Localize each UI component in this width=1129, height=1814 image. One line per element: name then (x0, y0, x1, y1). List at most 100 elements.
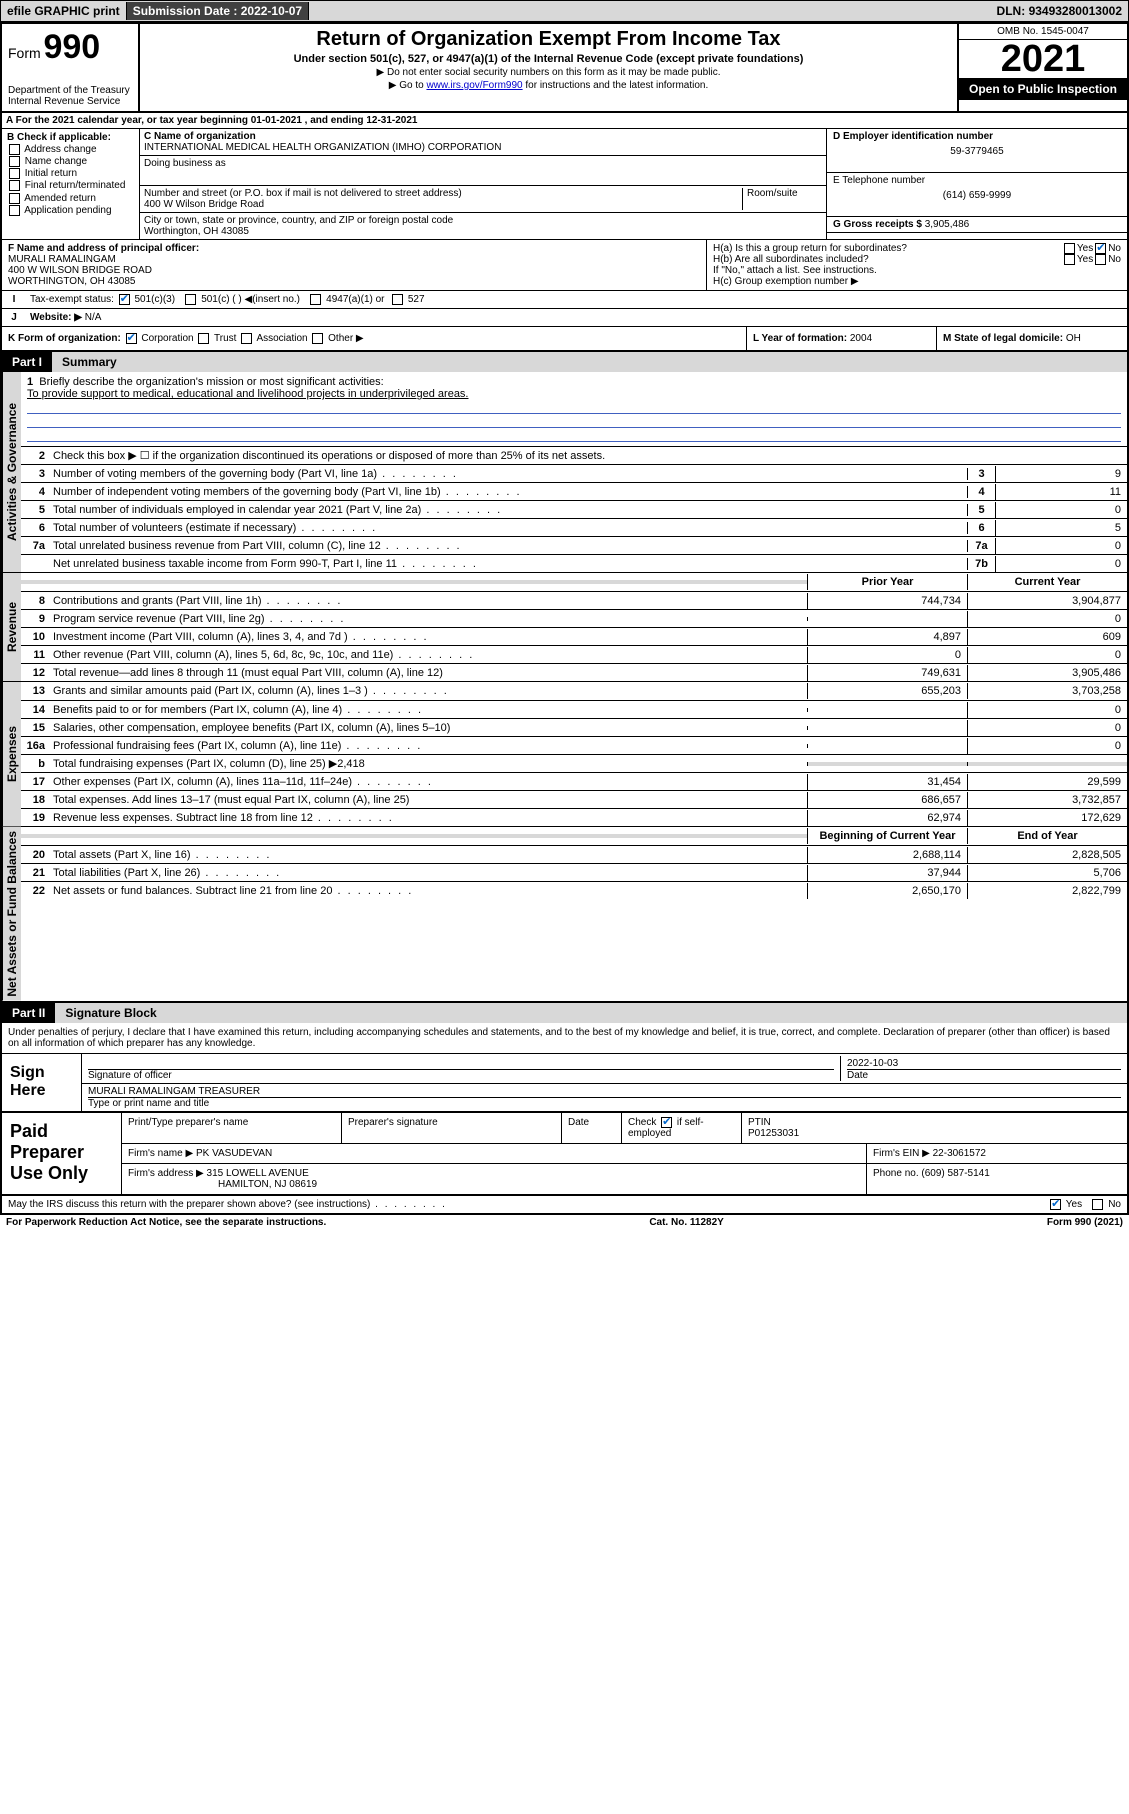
dba-label: Doing business as (144, 158, 822, 169)
phone-label: E Telephone number (833, 175, 1121, 186)
chk-amended-return[interactable]: Amended return (7, 193, 134, 204)
irs-label: Internal Revenue Service (8, 96, 132, 107)
form-ref: Form 990 (2021) (1047, 1217, 1123, 1228)
part2-header: Part II Signature Block (2, 1003, 1127, 1023)
open-to-public: Open to Public Inspection (959, 78, 1127, 100)
vtab-netassets: Net Assets or Fund Balances (2, 827, 21, 1001)
preparer-sig-label: Preparer's signature (342, 1113, 562, 1143)
signature-officer-label: Signature of officer (88, 1070, 834, 1081)
officer-name: MURALI RAMALINGAM TREASURER (88, 1086, 1121, 1097)
hb-yes[interactable] (1064, 254, 1075, 265)
chk-final-return[interactable]: Final return/terminated (7, 180, 134, 191)
phone-value: (614) 659-9999 (833, 190, 1121, 201)
row-f-h: F Name and address of principal officer:… (2, 240, 1127, 291)
chk-initial-return[interactable]: Initial return (7, 168, 134, 179)
paid-preparer-block: Paid Preparer Use Only Print/Type prepar… (2, 1113, 1127, 1196)
row-i-tax-status: I Tax-exempt status: 501(c)(3) 501(c) ( … (2, 291, 1127, 309)
cat-no: Cat. No. 11282Y (649, 1217, 723, 1228)
chk-address-change[interactable]: Address change (7, 144, 134, 155)
form-subtitle-2: ▶ Do not enter social security numbers o… (146, 67, 951, 78)
form-word: Form (8, 45, 41, 61)
submission-date-cell: Submission Date : 2022-10-07 (127, 2, 309, 20)
chk-assoc[interactable] (241, 333, 252, 344)
hb-no[interactable] (1095, 254, 1106, 265)
dept-treasury: Department of the Treasury (8, 85, 132, 96)
signature-date-label: Date (847, 1069, 1121, 1081)
form-number: 990 (43, 28, 100, 66)
part1-header: Part I Summary (2, 352, 1127, 372)
column-d-e-g: D Employer identification number 59-3779… (827, 129, 1127, 239)
tax-year: 2021 (959, 40, 1127, 78)
principal-officer: F Name and address of principal officer:… (2, 240, 707, 290)
vtab-governance: Activities & Governance (2, 372, 21, 572)
chk-527[interactable] (392, 294, 403, 305)
org-name-label: C Name of organization (144, 131, 822, 142)
chk-501c[interactable] (185, 294, 196, 305)
form-title: Return of Organization Exempt From Incom… (146, 28, 951, 51)
ein-label: D Employer identification number (833, 131, 1121, 142)
sign-here-block: Sign Here Signature of officer 2022-10-0… (2, 1054, 1127, 1113)
preparer-name-label: Print/Type preparer's name (122, 1113, 342, 1143)
city-value: Worthington, OH 43085 (144, 226, 822, 237)
street-value: 400 W Wilson Bridge Road (144, 199, 742, 210)
vtab-expenses: Expenses (2, 682, 21, 826)
header-center: Return of Organization Exempt From Incom… (140, 24, 957, 111)
chk-trust[interactable] (198, 333, 209, 344)
part1-expenses: Expenses 13Grants and similar amounts pa… (2, 682, 1127, 827)
footer-row: For Paperwork Reduction Act Notice, see … (0, 1215, 1129, 1230)
street-label: Number and street (or P.O. box if mail i… (144, 188, 742, 199)
discuss-row: May the IRS discuss this return with the… (2, 1196, 1127, 1213)
firm-name: PK VASUDEVAN (196, 1148, 272, 1159)
paid-preparer-label: Paid Preparer Use Only (2, 1113, 122, 1194)
row-k-l-m: K Form of organization: Corporation Trus… (2, 327, 1127, 352)
header-left: Form 990 Department of the Treasury Inte… (2, 24, 140, 111)
vtab-revenue: Revenue (2, 573, 21, 681)
mission-text: To provide support to medical, education… (27, 388, 469, 400)
part1-netassets: Net Assets or Fund Balances Beginning of… (2, 827, 1127, 1003)
chk-name-change[interactable]: Name change (7, 156, 134, 167)
ptin-value: P01253031 (748, 1128, 799, 1139)
form-header: Form 990 Department of the Treasury Inte… (2, 24, 1127, 113)
chk-application-pending[interactable]: Application pending (7, 205, 134, 216)
form-990: Form 990 Department of the Treasury Inte… (0, 22, 1129, 1215)
pra-notice: For Paperwork Reduction Act Notice, see … (6, 1217, 326, 1228)
header-right: OMB No. 1545-0047 2021 Open to Public In… (957, 24, 1127, 111)
org-name: INTERNATIONAL MEDICAL HEALTH ORGANIZATIO… (144, 142, 822, 153)
part1-revenue: Revenue Prior YearCurrent Year 8Contribu… (2, 573, 1127, 682)
firm-ein: 22-3061572 (933, 1148, 986, 1159)
top-toolbar: efile GRAPHIC print Submission Date : 20… (0, 0, 1129, 22)
preparer-date-label: Date (562, 1113, 622, 1143)
firm-phone: (609) 587-5141 (921, 1168, 989, 1179)
section-b-through-g: B Check if applicable: Address change Na… (2, 129, 1127, 240)
preparer-selfemployed[interactable]: Check if self-employed (622, 1113, 742, 1143)
row-j-website: J Website: ▶ N/A (2, 309, 1127, 327)
gross-receipts-label: G Gross receipts $ (833, 219, 922, 230)
discuss-yes[interactable] (1050, 1199, 1061, 1210)
discuss-no[interactable] (1092, 1199, 1103, 1210)
column-c-org-info: C Name of organization INTERNATIONAL MED… (140, 129, 1127, 239)
chk-corp[interactable] (126, 333, 137, 344)
irs-link[interactable]: www.irs.gov/Form990 (426, 80, 522, 91)
signature-date: 2022-10-03 (847, 1058, 1121, 1069)
ha-no[interactable] (1095, 243, 1106, 254)
dln-cell: DLN: 93493280013002 (991, 2, 1128, 20)
row-a-tax-year: A For the 2021 calendar year, or tax yea… (2, 113, 1127, 129)
ha-yes[interactable] (1064, 243, 1075, 254)
form-subtitle-3: ▶ Go to www.irs.gov/Form990 for instruct… (146, 80, 951, 91)
perjury-declaration: Under penalties of perjury, I declare th… (2, 1023, 1127, 1054)
part1-governance: Activities & Governance 1 Briefly descri… (2, 372, 1127, 573)
chk-4947[interactable] (310, 294, 321, 305)
firm-addr1: 315 LOWELL AVENUE (207, 1168, 309, 1179)
column-b-checkboxes: B Check if applicable: Address change Na… (2, 129, 140, 239)
chk-501c3[interactable] (119, 294, 130, 305)
firm-addr2: HAMILTON, NJ 08619 (218, 1179, 317, 1190)
sign-here-label: Sign Here (2, 1054, 82, 1111)
efile-label[interactable]: efile GRAPHIC print (1, 2, 127, 20)
form-subtitle-1: Under section 501(c), 527, or 4947(a)(1)… (146, 53, 951, 65)
city-label: City or town, state or province, country… (144, 215, 822, 226)
h-group-return: H(a) Is this a group return for subordin… (707, 240, 1127, 290)
officer-name-label: Type or print name and title (88, 1097, 1121, 1109)
chk-other[interactable] (312, 333, 323, 344)
room-label: Room/suite (747, 188, 822, 199)
gross-receipts-value: 3,905,486 (925, 219, 970, 230)
